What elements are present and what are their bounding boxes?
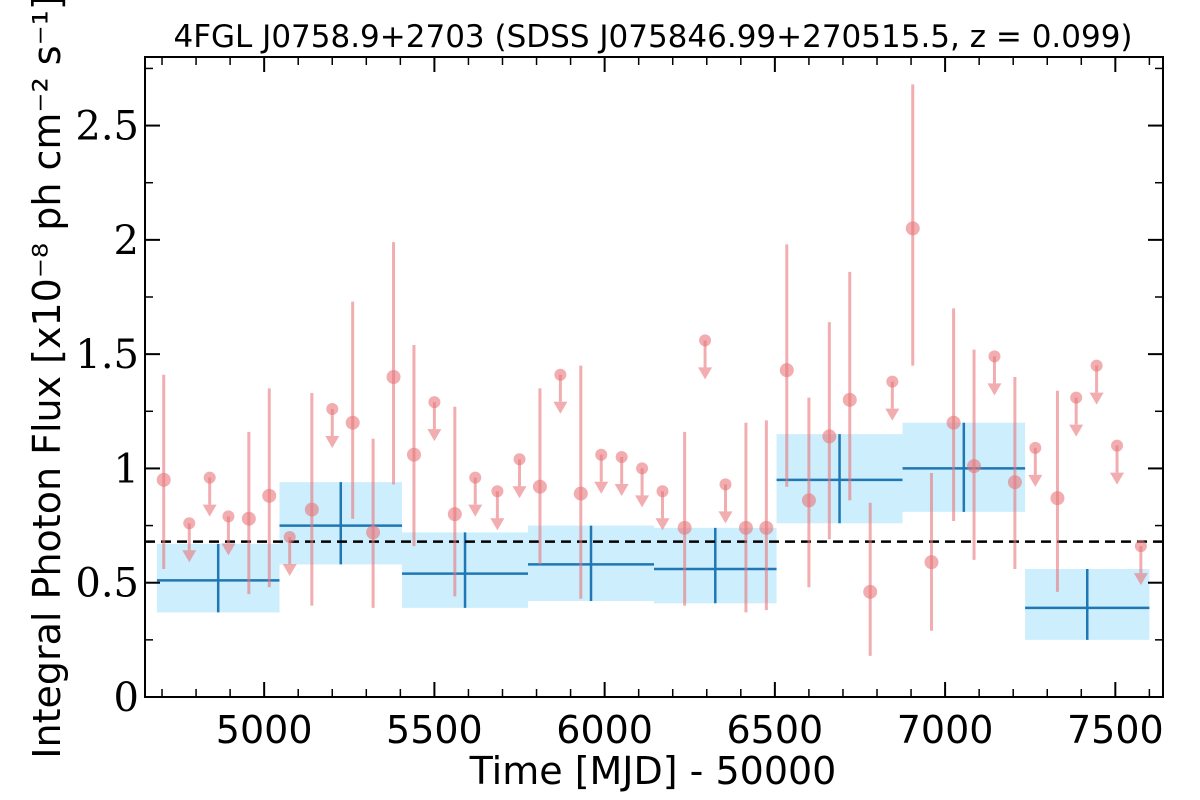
detection-point (573, 486, 588, 501)
detection-point (1050, 491, 1065, 506)
upper-limit-point (1111, 439, 1124, 452)
x-tick-label: 7000 (897, 708, 994, 752)
upper-limit-arrow (655, 518, 670, 531)
upper-limit-arrow (635, 495, 650, 508)
upper-limit-point (719, 478, 732, 491)
detection-point (842, 392, 857, 407)
upper-limit-point (615, 451, 628, 463)
upper-limit-point (1090, 359, 1103, 372)
detection-point (262, 488, 277, 503)
upper-limit-arrow (1028, 474, 1043, 487)
upper-limit-arrow (182, 550, 197, 563)
upper-limit-arrow (1089, 392, 1104, 405)
y-axis-label: Integral Photon Flux [x10⁻⁸ ph cm⁻² s⁻¹] (25, 0, 69, 759)
upper-limit-point (203, 471, 216, 484)
y-tick-label: 0 (114, 675, 139, 721)
detection-point (863, 584, 878, 599)
upper-limit-arrow (325, 436, 340, 448)
upper-limit-point (699, 334, 712, 347)
upper-limit-arrow (698, 367, 713, 380)
detection-point (447, 507, 462, 522)
y-tick-label: 2.5 (75, 104, 139, 150)
upper-limit-point (554, 368, 567, 381)
upper-limit-point (636, 462, 649, 475)
detections-layer (156, 84, 1065, 656)
detection-point (304, 502, 319, 517)
y-tick-label: 1.5 (75, 332, 139, 378)
axis-ticks-layer: 5000 5500 6000 6500 7000 7500 0 0.5 1 1.5 2 2.5 (75, 57, 1164, 752)
upper-limit-arrow (885, 408, 900, 421)
upper-limit-arrow (1133, 573, 1148, 586)
y-tick-label: 1 (114, 446, 139, 492)
detection-point (822, 429, 837, 444)
upper-limit-arrow (718, 511, 733, 524)
detection-point (345, 415, 360, 430)
upper-limit-point (595, 448, 608, 461)
upper-limit-arrow (221, 543, 236, 556)
detection-point (759, 520, 774, 535)
upper-limit-arrow (427, 429, 442, 442)
detection-point (241, 511, 256, 526)
upper-limit-arrow (594, 481, 609, 494)
detection-point (366, 525, 381, 540)
upper-limit-point (1029, 441, 1042, 454)
x-tick-label: 6000 (556, 708, 653, 752)
x-tick-label: 6500 (727, 708, 824, 752)
detection-point (532, 479, 547, 494)
x-tick-label: 5500 (386, 708, 483, 752)
upper-limit-point (283, 531, 296, 543)
detection-point (156, 472, 171, 487)
binned-flux-layer (156, 422, 1150, 640)
upper-limit-point (222, 510, 235, 523)
detection-point (801, 493, 816, 508)
upper-limit-point (1070, 391, 1083, 404)
upper-limit-arrow (468, 504, 483, 517)
detection-point (1007, 475, 1022, 490)
detection-point (677, 520, 692, 535)
detection-point (924, 555, 939, 570)
detection-point (946, 415, 961, 430)
upper-limit-arrow (1110, 472, 1125, 485)
upper-limits-layer (182, 334, 1148, 586)
upper-limit-point (326, 403, 339, 415)
y-tick-label: 2 (114, 218, 139, 264)
upper-limit-point (988, 350, 1001, 363)
chart-title: 4FGL J0758.9+2703 (SDSS J075846.99+27051… (173, 19, 1132, 55)
y-tick-label: 0.5 (75, 561, 139, 607)
upper-limit-point (886, 375, 899, 388)
upper-limit-arrow (1069, 424, 1084, 437)
upper-limit-arrow (202, 504, 217, 517)
upper-limit-arrow (512, 486, 527, 499)
detection-point (779, 363, 794, 378)
x-tick-label: 5000 (216, 708, 313, 752)
x-tick-label: 7500 (1067, 708, 1164, 752)
detection-point (406, 447, 421, 462)
upper-limit-point (1134, 540, 1147, 553)
upper-limit-point (491, 485, 504, 498)
upper-limit-arrow (553, 401, 568, 414)
upper-limit-point (656, 485, 669, 498)
upper-limit-arrow (490, 518, 505, 531)
plot-frame (144, 56, 1164, 698)
upper-limit-point (183, 517, 196, 530)
x-axis-label: Time [MJD] - 50000 (469, 749, 837, 793)
upper-limit-point (469, 471, 482, 484)
detection-point (967, 459, 982, 474)
detection-point (905, 221, 920, 236)
upper-limit-arrow (282, 564, 297, 576)
detection-point (738, 520, 753, 535)
upper-limit-point (513, 453, 526, 466)
upper-limit-point (428, 396, 441, 409)
upper-limit-arrow (614, 484, 629, 496)
upper-limit-arrow (987, 383, 1002, 396)
detection-point (386, 370, 401, 384)
